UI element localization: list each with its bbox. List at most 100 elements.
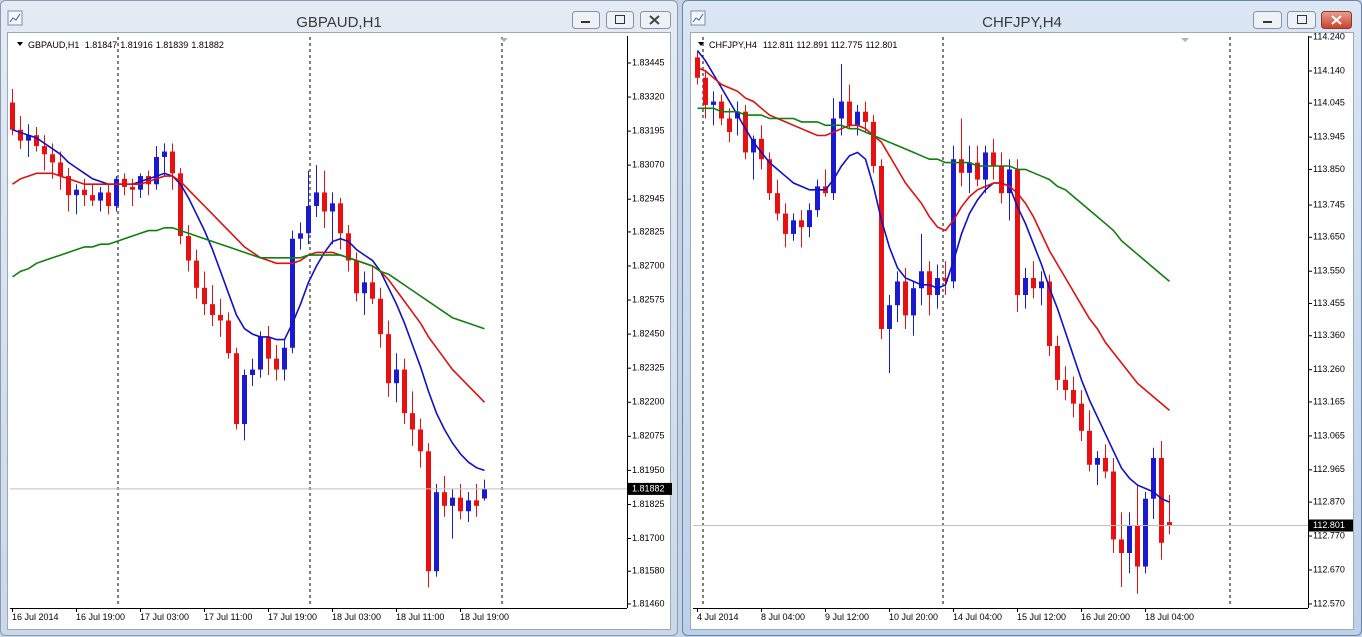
- candle-body: [42, 146, 47, 155]
- candle-body: [1071, 390, 1076, 404]
- candle-body: [1167, 522, 1172, 526]
- candle-body: [346, 233, 351, 261]
- close-button[interactable]: [1321, 11, 1352, 29]
- candle-body: [1023, 278, 1028, 296]
- candle-body: [298, 233, 303, 239]
- candle-body: [887, 305, 892, 329]
- y-tick-label: 113.455: [1313, 298, 1345, 308]
- info-arrow: [17, 42, 23, 46]
- candle-body: [967, 162, 972, 173]
- candle-body: [66, 176, 71, 196]
- candle-body: [242, 375, 247, 425]
- minimize-button[interactable]: [1253, 11, 1282, 29]
- candle-body: [74, 189, 79, 196]
- candle-body: [266, 336, 271, 359]
- candle-body: [855, 111, 860, 126]
- ohlc-high: 112.891: [796, 40, 828, 50]
- candle-body: [138, 176, 143, 190]
- window-frame: [0, 0, 678, 636]
- candle-body: [170, 151, 175, 174]
- candle-body: [1095, 457, 1100, 465]
- candle-body: [695, 57, 700, 78]
- y-tick-label: 1.82450: [632, 329, 665, 339]
- candle-body: [959, 159, 964, 173]
- y-tick-label: 113.065: [1313, 430, 1345, 440]
- bid-label: 112.801: [1313, 520, 1345, 530]
- symbol-info: CHFJPY,H4 112.811 112.891 112.775 112.801: [709, 40, 897, 50]
- candle-body: [330, 203, 335, 212]
- ohlc-high: 1.81916: [120, 40, 153, 50]
- moving-average: [696, 50, 1170, 503]
- y-tick-label: 112.870: [1313, 496, 1345, 506]
- candle-body: [919, 271, 924, 289]
- candle-body: [767, 159, 772, 194]
- y-tick-label: 113.260: [1313, 364, 1345, 374]
- candle-body: [34, 135, 39, 147]
- candle-body: [1079, 403, 1084, 431]
- y-tick-label: 1.81825: [632, 499, 665, 509]
- y-tick-label: 1.82700: [632, 260, 665, 270]
- x-tick-label: 14 Jul 04:00: [953, 612, 1002, 622]
- y-tick-label: 1.81580: [632, 566, 665, 576]
- candle-body: [727, 118, 732, 133]
- candle-body: [410, 413, 415, 430]
- close-button[interactable]: [640, 11, 671, 29]
- candle-body: [703, 77, 708, 105]
- candle-body: [1039, 281, 1044, 289]
- candle-body: [1015, 169, 1020, 296]
- candle-body: [130, 186, 135, 190]
- x-tick-label: 10 Jul 20:00: [889, 612, 938, 622]
- restore-button[interactable]: [606, 11, 634, 29]
- candle-body: [378, 298, 383, 335]
- restore-button[interactable]: [1287, 11, 1316, 29]
- y-tick-label: 113.165: [1313, 396, 1345, 406]
- y-tick-label: 1.82825: [632, 226, 665, 236]
- candle-body: [370, 282, 375, 299]
- bid-label: 1.81882: [632, 483, 665, 493]
- candle-body: [90, 195, 95, 201]
- y-tick-label: 113.650: [1313, 232, 1345, 242]
- y-tick-label: 112.965: [1313, 464, 1345, 474]
- candle-body: [50, 154, 55, 163]
- candle-body: [799, 220, 804, 228]
- candle-body: [58, 162, 63, 177]
- candle-body: [18, 129, 23, 141]
- candle-body: [82, 189, 87, 196]
- x-tick-label: 16 Jul 20:00: [1081, 612, 1130, 622]
- y-tick-label: 112.770: [1313, 530, 1345, 540]
- candle-body: [474, 500, 479, 506]
- candle-body: [999, 166, 1004, 194]
- y-tick-label: 1.83195: [632, 125, 665, 135]
- candle-body: [362, 282, 367, 294]
- candle-body: [1047, 281, 1052, 346]
- candle-body: [1055, 345, 1060, 380]
- candle-body: [839, 101, 844, 119]
- y-tick-label: 1.83445: [632, 57, 665, 67]
- candle-body: [226, 320, 231, 354]
- candle-body: [458, 497, 463, 512]
- candle-body: [194, 260, 199, 288]
- candle-body: [935, 278, 940, 296]
- x-tick-label: 18 Jul 11:00: [396, 612, 444, 622]
- candle-body: [386, 334, 391, 384]
- candle-body: [466, 500, 471, 512]
- x-tick-label: 18 Jul 03:00: [332, 612, 381, 622]
- y-tick-label: 113.850: [1313, 164, 1345, 174]
- candle-body: [775, 193, 780, 214]
- candle-body: [1007, 169, 1012, 194]
- candle-body: [991, 152, 996, 167]
- candle-body: [426, 451, 431, 572]
- minimize-button[interactable]: [572, 11, 600, 29]
- y-tick-label: 1.82945: [632, 194, 665, 204]
- candle-body: [114, 178, 119, 207]
- y-tick-label: 1.81950: [632, 465, 665, 475]
- period-separators: [117, 37, 1231, 607]
- candle-body: [442, 492, 447, 506]
- candle-body: [815, 186, 820, 211]
- y-tick-label: 113.550: [1313, 266, 1345, 276]
- candle-body: [338, 203, 343, 234]
- x-tick-label: 15 Jul 12:00: [1017, 612, 1066, 622]
- candle-body: [879, 166, 884, 329]
- candle-body: [895, 281, 900, 306]
- candle-body: [751, 138, 756, 153]
